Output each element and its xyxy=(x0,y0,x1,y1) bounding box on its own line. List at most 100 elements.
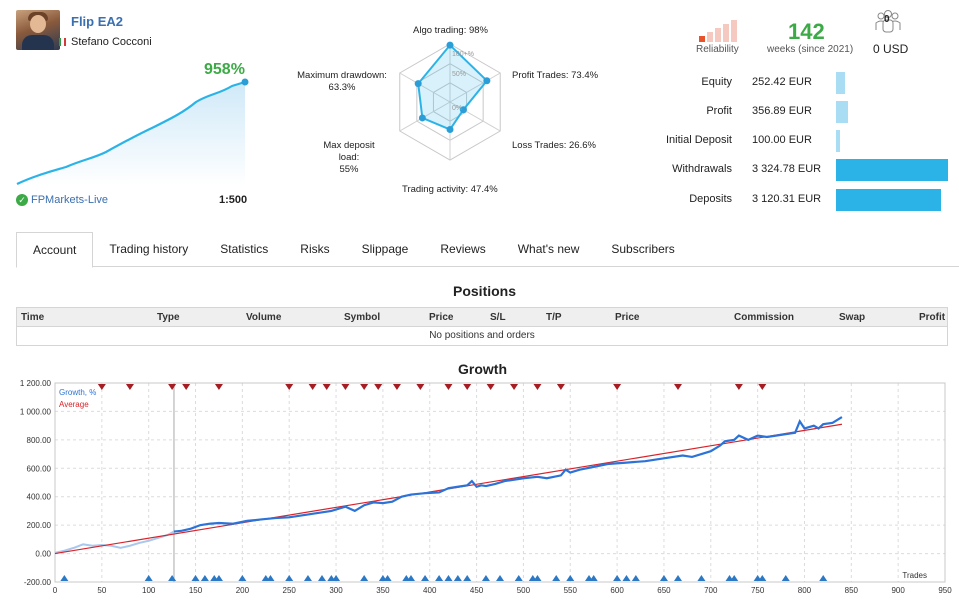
italy-flag-icon xyxy=(59,38,66,46)
deposit-marker xyxy=(496,575,504,581)
reliability-label[interactable]: Reliability xyxy=(696,44,739,55)
withdrawal-marker xyxy=(168,384,177,390)
growth-chart: -200.00 0.00 200.00 400.00 600.00 800.00 1 000… xyxy=(20,379,952,595)
legend-growth: Growth, % xyxy=(59,388,96,397)
deposit-marker xyxy=(697,575,706,581)
reliability-bar xyxy=(731,20,737,42)
deposit-marker xyxy=(481,575,490,581)
x-tick-label: 750 xyxy=(751,586,765,595)
x-tick-label: 0 xyxy=(53,586,58,595)
growth-line-early xyxy=(54,530,175,554)
deposit-marker xyxy=(332,575,341,581)
x-tick-label: 900 xyxy=(891,586,905,595)
x-tick-label: 500 xyxy=(517,586,531,595)
stat-value: 356.89 EUR xyxy=(752,105,812,117)
radar-scale-mid: 50% xyxy=(452,71,466,78)
deposit-marker xyxy=(659,575,668,581)
radar-point xyxy=(459,106,467,114)
tab-trading-history[interactable]: Trading history xyxy=(109,242,189,256)
radar-label-algo: Algo trading: 98% xyxy=(413,25,488,36)
withdrawal-marker xyxy=(444,384,453,390)
deposit-marker xyxy=(266,575,275,581)
radar-point xyxy=(483,77,491,85)
column-header: Time xyxy=(21,312,45,323)
stat-label: Equity xyxy=(701,76,732,88)
stat-bar xyxy=(836,130,840,152)
subscribers-count: 0 xyxy=(884,14,890,25)
y-tick-label: 200.00 xyxy=(27,521,52,530)
mini-growth-chart xyxy=(16,78,249,186)
deposit-marker xyxy=(191,575,200,581)
deposit-marker xyxy=(819,575,828,581)
x-tick-label: 800 xyxy=(798,586,812,595)
tab-slippage[interactable]: Slippage xyxy=(361,242,409,256)
stat-bar xyxy=(836,159,948,181)
x-tick-label: 300 xyxy=(329,586,343,595)
withdrawal-marker xyxy=(758,384,767,390)
tab-account[interactable]: Account xyxy=(16,232,94,268)
deposit-marker xyxy=(533,575,542,581)
radar-scale-top: 100+% xyxy=(452,51,474,58)
deposit-marker xyxy=(435,575,444,581)
tab-risks[interactable]: Risks xyxy=(300,242,330,256)
stat-value: 100.00 EUR xyxy=(752,134,812,146)
x-tick-label: 200 xyxy=(236,586,250,595)
radar-point xyxy=(446,41,454,49)
stat-label: Profit xyxy=(706,105,732,117)
column-header: S/L xyxy=(490,312,506,323)
x-tick-label: 50 xyxy=(97,586,106,595)
deposit-marker xyxy=(622,575,631,581)
tab-reviews[interactable]: Reviews xyxy=(440,242,486,256)
deposit-marker xyxy=(674,575,682,581)
withdrawal-marker xyxy=(322,384,331,390)
positions-table-header: Time Type Volume Symbol Price S/L T/P Price Comm… xyxy=(17,308,947,327)
radar-label-loss-trades: Loss Trades: 26.6% xyxy=(512,140,596,151)
subscription-cost: 0 USD xyxy=(873,42,909,56)
deposit-marker xyxy=(589,575,598,581)
withdrawal-marker xyxy=(533,384,542,390)
withdrawal-marker xyxy=(285,384,294,390)
deposit-marker xyxy=(200,575,209,581)
deposit-marker xyxy=(303,575,312,581)
deposit-marker xyxy=(514,575,523,581)
stat-bar xyxy=(836,72,845,94)
x-tick-label: 850 xyxy=(845,586,859,595)
signal-title[interactable]: Flip EA2 xyxy=(71,14,124,29)
positions-title: Positions xyxy=(453,283,517,299)
column-header: Price xyxy=(615,312,640,323)
deposit-marker xyxy=(214,575,223,581)
stat-label: Initial Deposit xyxy=(665,134,732,146)
tab-statistics[interactable]: Statistics xyxy=(220,242,269,256)
radar-axis xyxy=(449,72,501,103)
author-avatar[interactable] xyxy=(16,10,60,50)
deposit-marker xyxy=(613,575,622,581)
column-header: Swap xyxy=(839,312,866,323)
radar-axis xyxy=(399,72,451,103)
stat-row-equity: Equity 252.42 EUR xyxy=(640,72,950,94)
withdrawal-marker xyxy=(486,384,495,390)
radar-label-drawdown: Maximum drawdown: 63.3% xyxy=(297,70,387,93)
mini-growth-area xyxy=(17,82,245,186)
tab-subscribers[interactable]: Subscribers xyxy=(611,242,675,256)
radar-label-profit-trades: Profit Trades: 73.4% xyxy=(512,70,599,81)
broker-link[interactable]: FPMarkets-Live xyxy=(31,194,109,206)
deposit-marker xyxy=(730,575,739,581)
stat-value: 3 324.78 EUR xyxy=(752,163,822,175)
withdrawal-marker xyxy=(341,384,350,390)
y-tick-label: 400.00 xyxy=(27,493,52,502)
x-tick-label: 450 xyxy=(470,586,484,595)
positions-table: Time Type Volume Symbol Price S/L T/P Price Comm… xyxy=(16,307,948,346)
deposit-marker xyxy=(463,575,472,581)
withdrawal-marker xyxy=(392,384,401,390)
author-name[interactable]: Stefano Cocconi xyxy=(71,36,152,48)
deposit-marker xyxy=(781,575,790,581)
x-axis-label: Trades xyxy=(902,571,927,580)
withdrawal-marker xyxy=(308,384,317,390)
radar-point xyxy=(446,125,454,133)
plot-frame xyxy=(54,382,946,583)
withdrawal-marker xyxy=(360,384,369,390)
tab-what-s-new[interactable]: What's new xyxy=(517,242,580,256)
mini-growth-endpoint xyxy=(241,78,249,86)
deposit-marker xyxy=(631,575,640,581)
subscribers-icon[interactable] xyxy=(873,8,903,38)
